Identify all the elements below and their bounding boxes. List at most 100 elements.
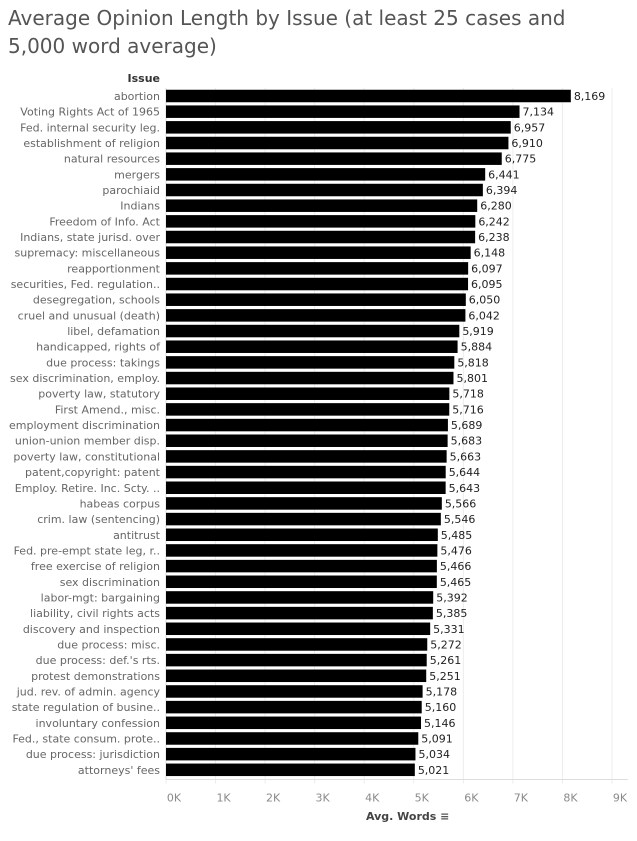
data-label: 6,242 bbox=[478, 215, 510, 228]
data-label: 5,689 bbox=[451, 419, 483, 432]
bar[interactable] bbox=[166, 544, 438, 557]
bar[interactable] bbox=[166, 638, 428, 651]
x-tick-label: 5K bbox=[415, 791, 430, 804]
category-label: sex discrimination, employ. bbox=[10, 372, 160, 385]
bar[interactable] bbox=[166, 168, 486, 181]
category-label: protest demonstrations bbox=[31, 670, 160, 683]
category-label: abortion bbox=[114, 90, 160, 103]
data-label: 5,251 bbox=[429, 670, 461, 683]
category-label: establishment of religion bbox=[23, 137, 160, 150]
bar[interactable] bbox=[166, 716, 422, 730]
bar[interactable] bbox=[166, 559, 437, 573]
bar[interactable] bbox=[166, 199, 478, 212]
bar[interactable] bbox=[166, 387, 450, 400]
bar[interactable] bbox=[166, 262, 469, 275]
category-label: Indians bbox=[120, 200, 160, 213]
x-axis-title: Avg. Words bbox=[366, 810, 437, 823]
data-label: 6,097 bbox=[471, 262, 503, 275]
data-label: 5,716 bbox=[452, 403, 484, 416]
category-label: liability, civil rights acts bbox=[30, 607, 160, 620]
bar[interactable] bbox=[166, 230, 476, 244]
data-label: 5,392 bbox=[436, 591, 468, 604]
bar[interactable] bbox=[166, 497, 442, 510]
category-label: involuntary confession bbox=[36, 717, 160, 730]
bar[interactable] bbox=[166, 105, 520, 118]
bar[interactable] bbox=[166, 356, 455, 369]
bar[interactable] bbox=[166, 293, 466, 306]
category-label: natural resources bbox=[64, 153, 160, 166]
bar[interactable] bbox=[166, 89, 571, 103]
bar[interactable] bbox=[166, 418, 448, 432]
bar[interactable] bbox=[166, 606, 433, 620]
data-label: 6,957 bbox=[514, 121, 546, 134]
data-label: 6,775 bbox=[505, 153, 537, 166]
category-label: parochiaid bbox=[102, 184, 160, 197]
data-label: 5,801 bbox=[456, 372, 488, 385]
bar[interactable] bbox=[166, 591, 434, 604]
category-label: supremacy: miscellaneous bbox=[15, 247, 161, 260]
bar[interactable] bbox=[166, 528, 438, 542]
data-label: 5,466 bbox=[440, 560, 472, 573]
data-label: 5,919 bbox=[462, 325, 494, 338]
data-label: 6,910 bbox=[511, 137, 543, 150]
category-label: desegregation, schools bbox=[33, 294, 160, 307]
category-label: free exercise of religion bbox=[31, 560, 160, 573]
data-label: 5,146 bbox=[424, 717, 456, 730]
bar[interactable] bbox=[166, 152, 502, 165]
data-label: 5,178 bbox=[426, 685, 458, 698]
category-label: habeas corpus bbox=[80, 497, 161, 510]
data-label: 5,643 bbox=[449, 482, 481, 495]
bar[interactable] bbox=[166, 481, 446, 495]
bar[interactable] bbox=[166, 747, 416, 761]
category-label: due process: takings bbox=[46, 356, 160, 369]
bar[interactable] bbox=[166, 669, 427, 683]
category-label: reapportionment bbox=[67, 262, 161, 275]
data-label: 6,238 bbox=[478, 231, 510, 244]
x-tick-label: 8K bbox=[563, 791, 578, 804]
bar[interactable] bbox=[166, 434, 448, 447]
bar[interactable] bbox=[166, 277, 469, 291]
bar[interactable] bbox=[166, 732, 419, 745]
data-label: 6,280 bbox=[480, 200, 512, 213]
category-label: crim. law (sentencing) bbox=[37, 513, 160, 526]
bar[interactable] bbox=[166, 324, 460, 338]
bar[interactable] bbox=[166, 450, 447, 463]
bar[interactable] bbox=[166, 763, 415, 777]
x-tick-label: 1K bbox=[216, 791, 231, 804]
bar[interactable] bbox=[166, 136, 509, 150]
category-label: jud. rev. of admin. agency bbox=[16, 685, 161, 698]
bar[interactable] bbox=[166, 215, 476, 228]
bar[interactable] bbox=[166, 575, 437, 589]
category-label: Freedom of Info. Act bbox=[49, 215, 160, 228]
bar[interactable] bbox=[166, 371, 454, 385]
category-label: labor-mgt: bargaining bbox=[41, 591, 160, 604]
x-axis-label[interactable]: Avg. Words ≡ bbox=[366, 810, 449, 823]
bar[interactable] bbox=[166, 403, 450, 416]
bar[interactable] bbox=[166, 512, 441, 526]
bar[interactable] bbox=[166, 700, 422, 714]
category-label: cruel and unusual (death) bbox=[18, 309, 160, 322]
bar[interactable] bbox=[166, 183, 483, 197]
bar[interactable] bbox=[166, 340, 458, 353]
category-label: Fed. pre-empt state leg, r.. bbox=[14, 544, 160, 557]
bar[interactable] bbox=[166, 653, 427, 667]
data-label: 5,021 bbox=[418, 764, 450, 777]
bar[interactable] bbox=[166, 465, 446, 479]
bar[interactable] bbox=[166, 309, 466, 322]
x-tick-label: 0K bbox=[167, 791, 182, 804]
category-label: union-union member disp. bbox=[15, 435, 160, 448]
bar[interactable] bbox=[166, 622, 431, 636]
data-label: 5,485 bbox=[441, 529, 473, 542]
data-label: 8,169 bbox=[574, 90, 606, 103]
category-label: Voting Rights Act of 1965 bbox=[20, 106, 160, 119]
sort-icon[interactable]: ≡ bbox=[440, 810, 450, 823]
data-label: 5,261 bbox=[430, 654, 462, 667]
category-label: due process: misc. bbox=[57, 638, 160, 651]
x-tick-label: 6K bbox=[464, 791, 479, 804]
data-label: 5,683 bbox=[451, 435, 483, 448]
bar[interactable] bbox=[166, 121, 511, 134]
category-label: sex discrimination bbox=[60, 576, 160, 589]
bar[interactable] bbox=[166, 685, 423, 698]
bar[interactable] bbox=[166, 246, 471, 259]
data-label: 5,465 bbox=[440, 576, 472, 589]
